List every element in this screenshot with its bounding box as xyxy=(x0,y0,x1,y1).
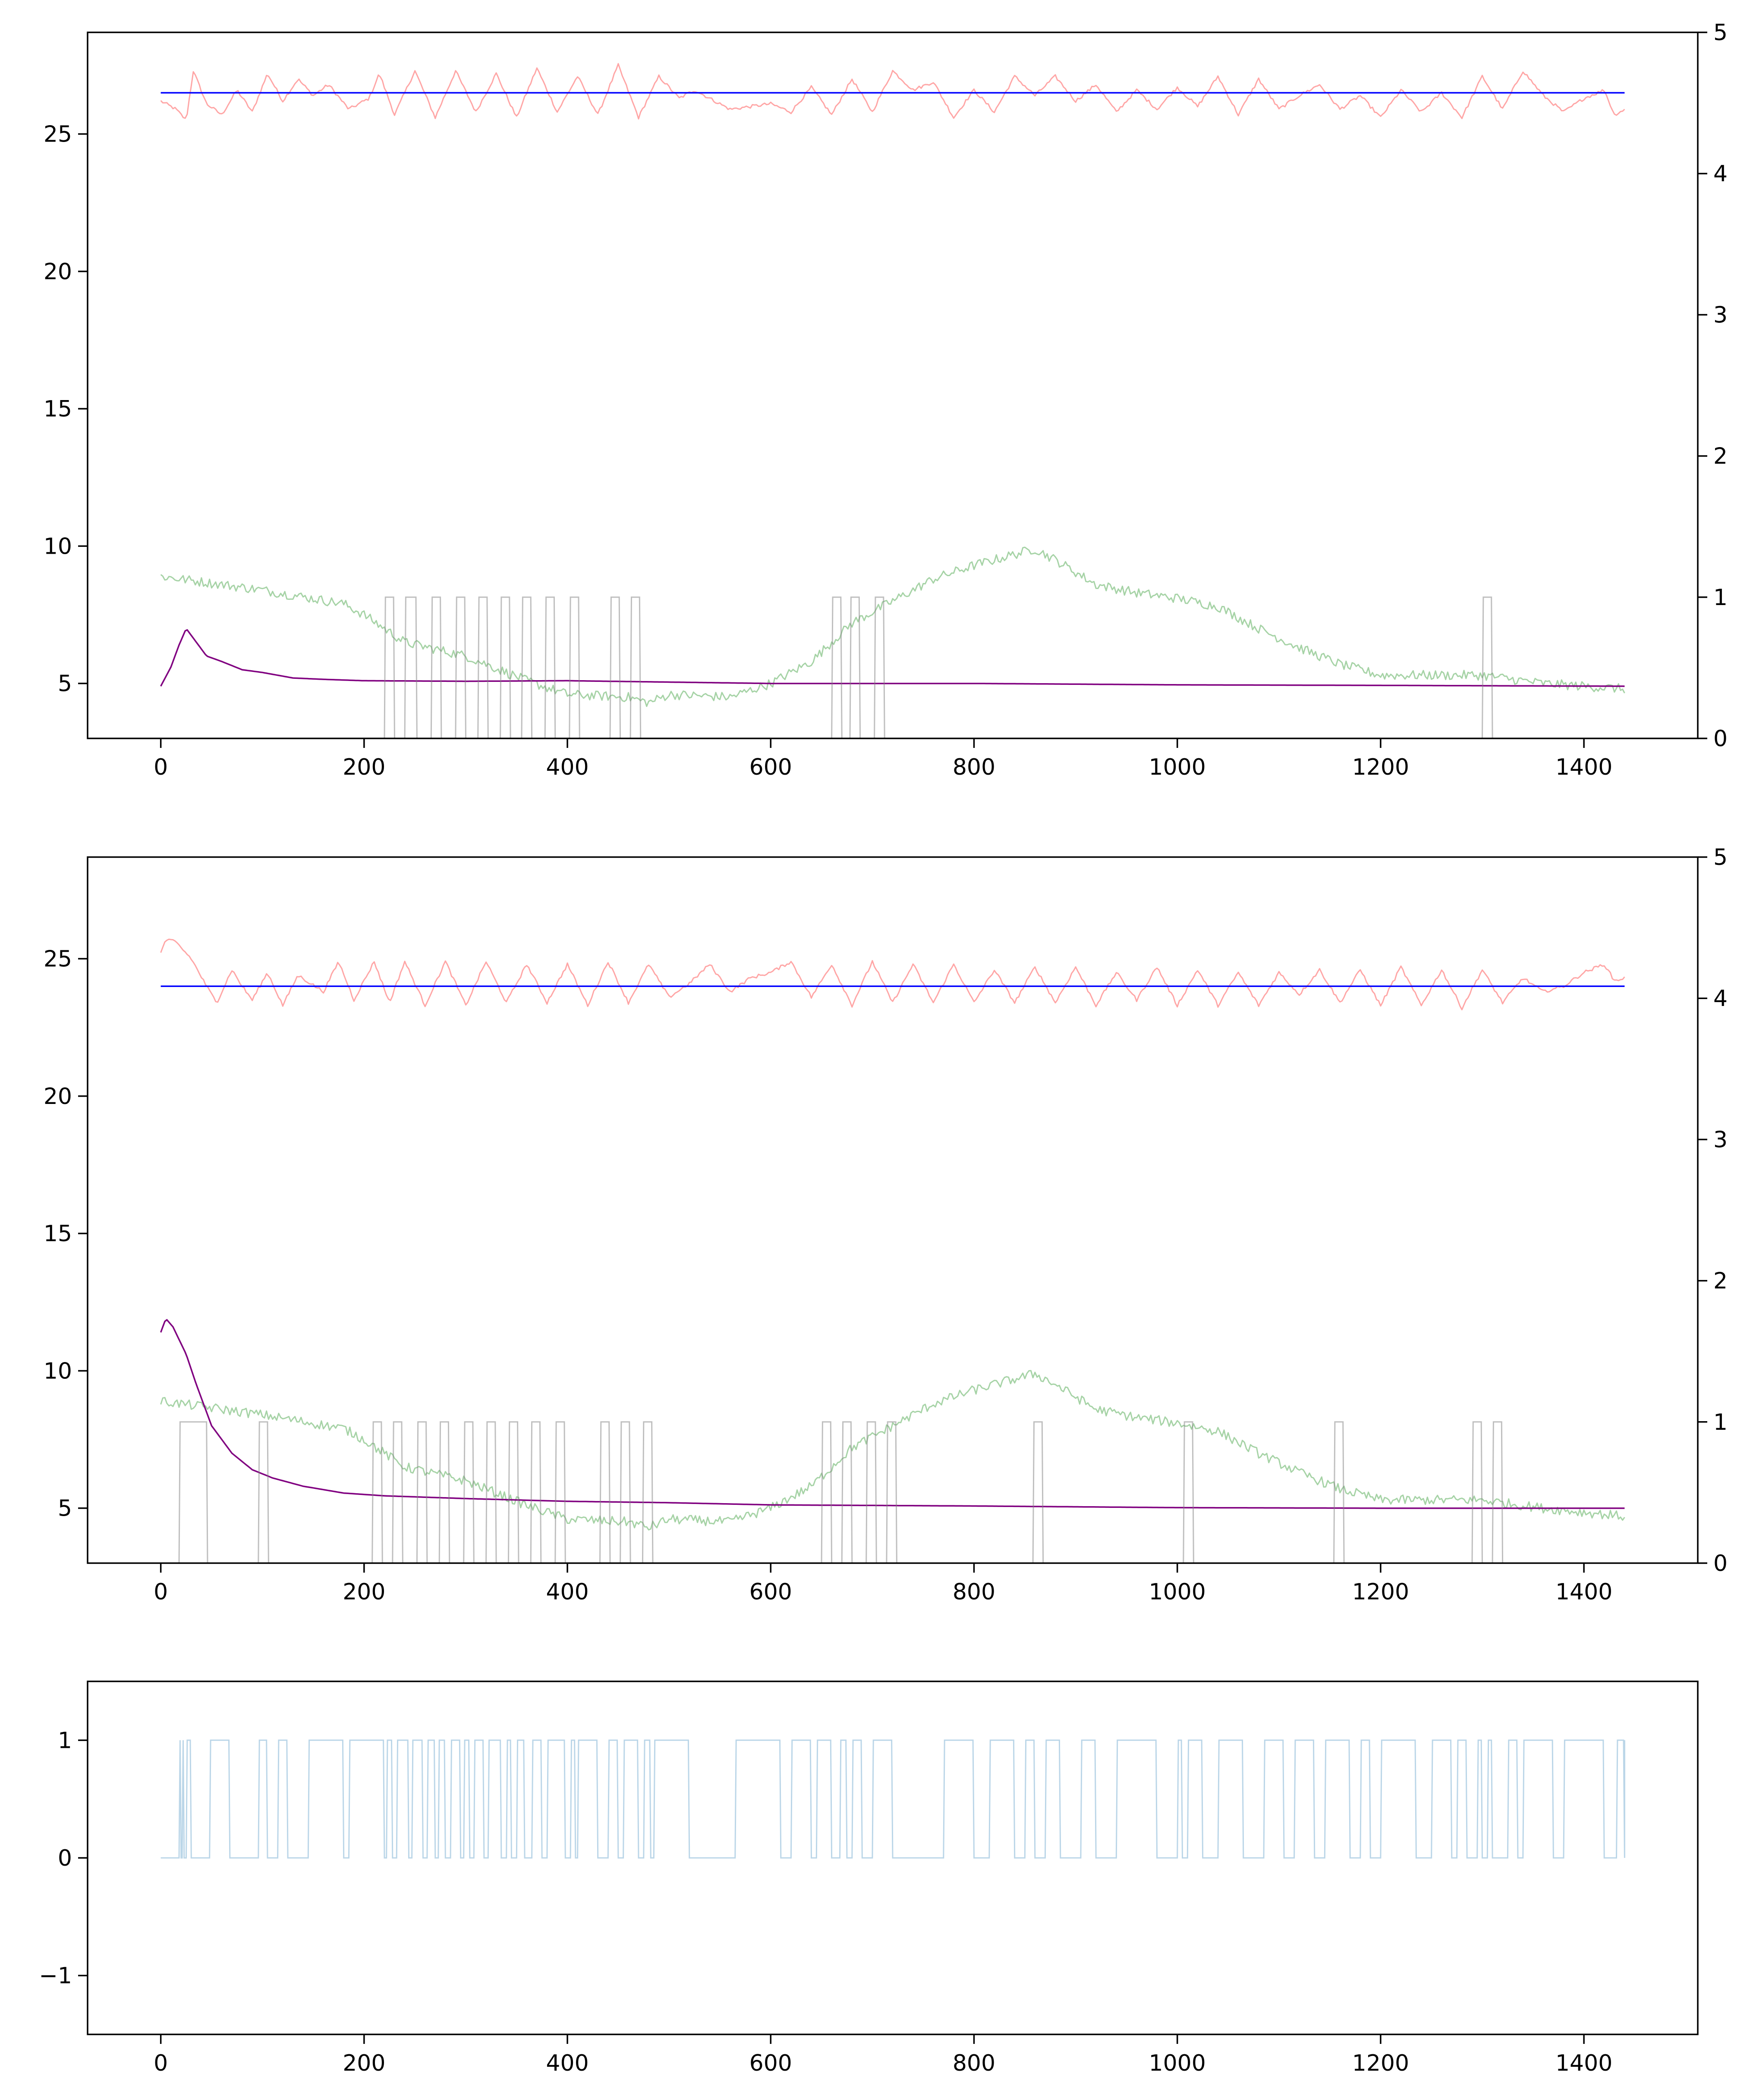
y-tick-label: 0 xyxy=(58,1845,72,1871)
y-tick-label: −1 xyxy=(39,1963,72,1989)
y2-tick-label: 4 xyxy=(1713,986,1728,1012)
x-tick-label: 200 xyxy=(343,2050,385,2076)
y2-tick-label: 5 xyxy=(1713,845,1728,870)
x-tick-label: 200 xyxy=(343,754,385,780)
x-tick-label: 1200 xyxy=(1352,754,1409,780)
chart-panel-2: 0 200 400 600 800 1000 1200 1400 5 10 15 20 25 0 1 2 3 4 5 xyxy=(44,845,1728,1605)
y-tick-label: 10 xyxy=(44,1358,72,1384)
x-tick-label: 1200 xyxy=(1352,1579,1409,1605)
y2-tick-label: 0 xyxy=(1713,1551,1728,1577)
plot-area xyxy=(161,1739,1625,1859)
y-tick-label: 5 xyxy=(58,671,72,697)
y2-tick-label: 4 xyxy=(1713,161,1728,187)
y-tick-label: 25 xyxy=(44,946,72,972)
x-tick-label: 1400 xyxy=(1555,1579,1612,1605)
x-tick-label: 400 xyxy=(546,2050,589,2076)
y2-tick-label: 2 xyxy=(1713,444,1728,470)
plot-area xyxy=(160,938,1625,1563)
y-tick-label: 15 xyxy=(44,1221,72,1247)
axes-frame xyxy=(87,32,1699,739)
x-tick-label: 600 xyxy=(749,2050,792,2076)
plots-layer: 0 200 400 600 800 1000 1200 1400510152025012345… xyxy=(39,20,1728,2076)
y2-tick-label: 0 xyxy=(1713,726,1728,752)
series-4-line xyxy=(160,1319,1625,1509)
y2-tick-label: 2 xyxy=(1713,1268,1728,1294)
axes-frame xyxy=(87,856,1699,1564)
x-tick-label: 1000 xyxy=(1149,1579,1206,1605)
x-tick-label: 400 xyxy=(546,754,589,780)
x-tick-label: 800 xyxy=(953,1579,995,1605)
series-1-line xyxy=(161,1739,1625,1859)
series-3-line xyxy=(160,1370,1625,1531)
y-tick-label: 1 xyxy=(58,1728,72,1753)
series-3-line xyxy=(160,546,1625,707)
series-5-line xyxy=(161,1421,1625,1563)
x-tick-label: 1000 xyxy=(1149,2050,1206,2076)
x-tick-label: 600 xyxy=(749,754,792,780)
x-tick-label: 200 xyxy=(343,1579,385,1605)
x-tick-label: 0 xyxy=(154,754,168,780)
plot-area xyxy=(160,63,1625,738)
x-tick-label: 600 xyxy=(749,1579,792,1605)
y2-tick-label: 1 xyxy=(1713,1409,1728,1435)
y-tick-label: 20 xyxy=(44,259,72,285)
x-tick-label: 400 xyxy=(546,1579,589,1605)
y2-tick-label: 1 xyxy=(1713,585,1728,611)
y-tick-label: 25 xyxy=(44,122,72,148)
y-tick-label: 10 xyxy=(44,533,72,559)
y2-tick-label: 3 xyxy=(1713,302,1728,328)
x-tick-label: 1200 xyxy=(1352,2050,1409,2076)
series-1-line xyxy=(160,938,1625,1011)
series-5-line xyxy=(161,596,1625,738)
x-tick-label: 800 xyxy=(953,2050,995,2076)
x-tick-label: 0 xyxy=(154,1579,168,1605)
y-tick-label: 20 xyxy=(44,1084,72,1110)
chart-panel-1: 0 200 400 600 800 1000 1200 1400 5 10 15 20 25 0 1 2 3 4 5 xyxy=(44,20,1728,780)
y2-tick-label: 3 xyxy=(1713,1127,1728,1153)
x-tick-label: 0 xyxy=(154,2050,168,2076)
x-tick-label: 1400 xyxy=(1555,2050,1612,2076)
x-tick-label: 1000 xyxy=(1149,754,1206,780)
x-tick-label: 1400 xyxy=(1555,754,1612,780)
y-tick-label: 15 xyxy=(44,396,72,422)
x-tick-label: 800 xyxy=(953,754,995,780)
y-tick-label: 5 xyxy=(58,1496,72,1522)
y2-tick-label: 5 xyxy=(1713,20,1728,46)
chart-panel-3: 0 200 400 600 800 1000 1200 1400 −1 0 1 xyxy=(39,1681,1699,2076)
